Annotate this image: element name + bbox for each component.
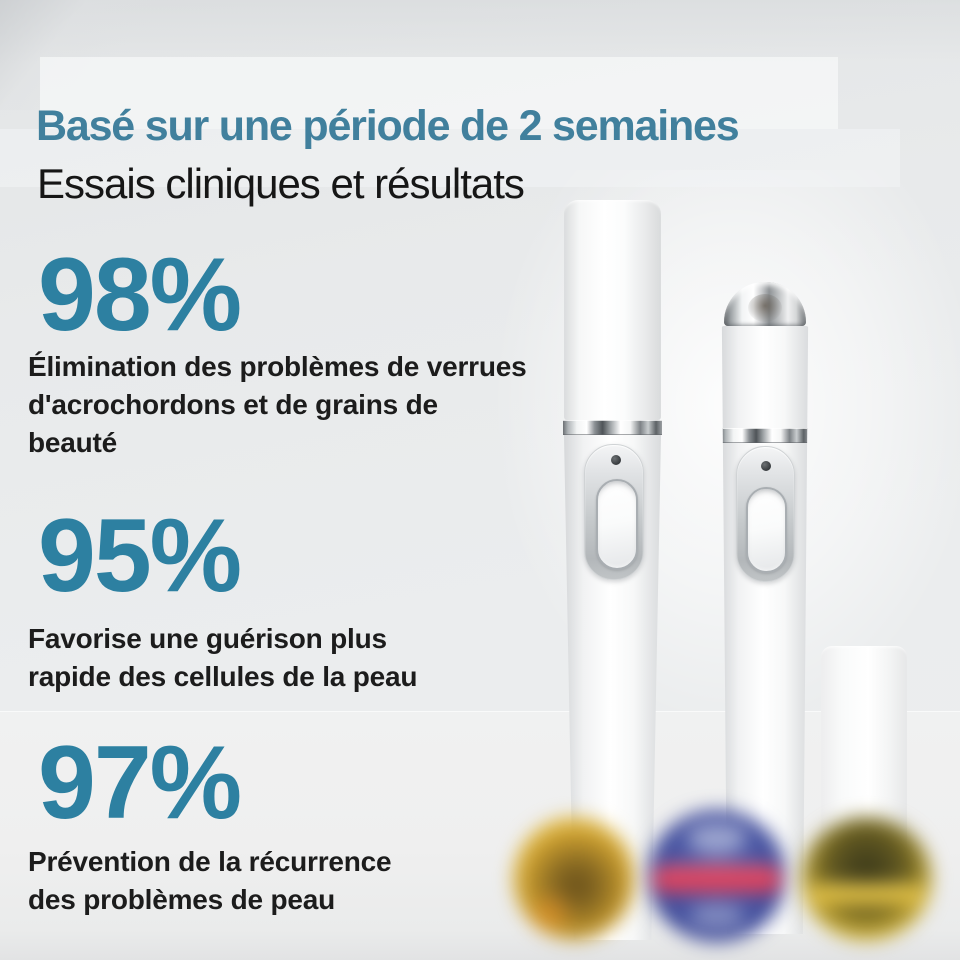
- stat-description-line: des problèmes de peau: [28, 884, 336, 915]
- subtitle-backdrop: [0, 129, 900, 187]
- stat-description-line: d'acrochordons et de grains de beauté: [28, 389, 438, 458]
- pen-chrome-ring: [721, 428, 809, 443]
- stat-value: 97%: [38, 725, 242, 841]
- blue-red-seal-badge: [648, 810, 786, 942]
- stat-description-line: Élimination des problèmes de verrues: [28, 351, 527, 382]
- pen-chrome-ring: [563, 420, 662, 435]
- pen-control-panel: [736, 446, 795, 582]
- badge-gold-band: [808, 883, 925, 906]
- stat-block-95: 95% Favorise une guérison plus rapide de…: [0, 504, 530, 696]
- badge-red-band: [652, 865, 782, 894]
- dome-reflection: [748, 294, 782, 322]
- stat-value: 98%: [38, 237, 242, 353]
- pen-control-panel: [584, 444, 644, 580]
- stat-block-98: 98% Élimination des problèmes de verrues…: [0, 243, 530, 462]
- stat-description-line: Favorise une guérison plus: [28, 623, 387, 654]
- stat-description: Élimination des problèmes de verrues d'a…: [0, 348, 530, 462]
- title-backdrop: [40, 57, 838, 129]
- page-subtitle: Essais cliniques et résultats: [37, 159, 525, 207]
- pen-cap-top: [564, 200, 661, 420]
- led-indicator-icon: [611, 455, 621, 465]
- pen-chrome-dome: [724, 282, 806, 326]
- stat-description-line: Prévention de la récurrence: [28, 846, 392, 877]
- page-title: Basé sur une période de 2 semaines: [36, 101, 740, 150]
- gold-medal-badge: [513, 817, 635, 940]
- power-button: [596, 479, 638, 570]
- stat-value: 95%: [38, 498, 242, 614]
- stat-description: Prévention de la récurrence des problème…: [0, 843, 530, 919]
- stat-block-97: 97% Prévention de la récurrence des prob…: [0, 731, 530, 919]
- gold-olive-badge: [801, 817, 932, 941]
- led-indicator-icon: [761, 461, 771, 471]
- power-button: [746, 487, 787, 573]
- stat-description: Favorise une guérison plus rapide des ce…: [0, 620, 530, 696]
- stat-description-line: rapide des cellules de la peau: [28, 661, 418, 692]
